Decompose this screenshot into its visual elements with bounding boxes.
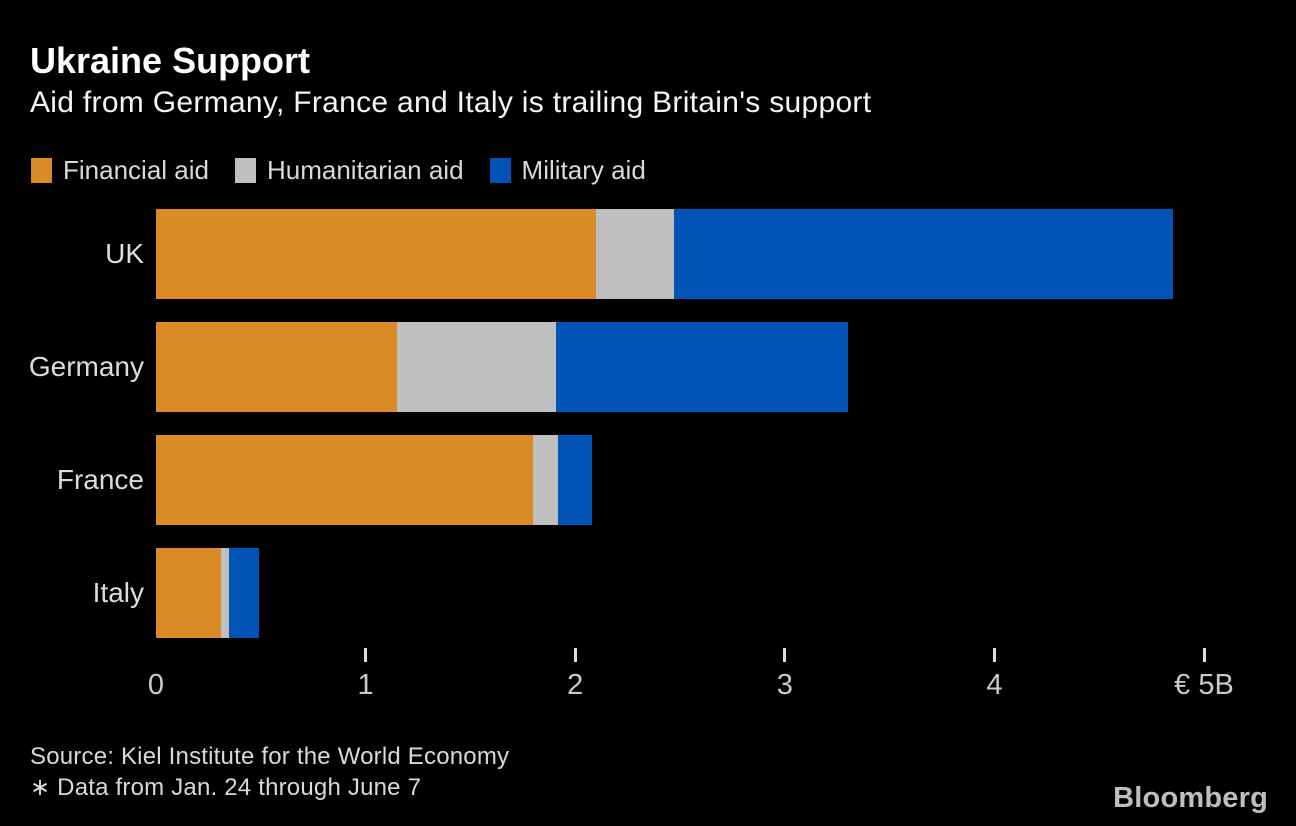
category-label-germany: Germany [28,351,144,382]
legend-item-0: Financial aid [31,155,209,186]
bar-segment-italy-financial-aid [156,548,221,638]
x-axis-tick-3 [783,648,787,662]
legend-swatch-icon [489,158,511,183]
bar-segment-italy-military-aid [229,548,259,638]
legend-item-2: Military aid [489,155,646,186]
category-label-france: France [56,464,144,495]
x-axis-label-4: 4 [986,669,1003,701]
legend-item-1: Humanitarian aid [234,155,464,186]
bar-segment-germany-military-aid [556,322,848,412]
plot-area: UK Germany France Italy 0 1 2 3 4 € 5B [29,209,1234,719]
bar-segment-uk-military-aid [673,209,1173,299]
bar-segment-uk-financial-aid [156,209,597,299]
bloomberg-logo: Bloomberg [1113,782,1268,814]
bar-row-italy: Italy [93,548,1204,638]
bar-row-uk: UK [105,209,1204,299]
bar-segment-uk-humanitarian-aid [596,209,674,299]
chart-legend: Financial aid Humanitarian aid Military ai… [31,155,672,186]
x-axis-label-5: € 5B [1174,669,1234,701]
bar-segment-germany-financial-aid [156,322,398,412]
bar-segment-france-military-aid [558,435,592,525]
x-axis-label-2: 2 [567,669,584,701]
x-axis-label-3: 3 [776,669,793,701]
x-axis-tick-5 [1202,648,1206,662]
legend-label: Humanitarian aid [266,155,464,185]
legend-label: Financial aid [63,155,209,185]
bar-segment-france-financial-aid [156,435,534,525]
x-axis-label-1: 1 [357,669,374,701]
source-text: Source: Kiel Institute for the World Eco… [30,743,510,770]
x-axis-tick-4 [992,648,996,662]
legend-label: Military aid [521,155,646,185]
bar-row-germany: Germany [29,322,1204,412]
x-axis-tick-1 [364,648,368,662]
bar-row-france: France [57,435,1204,525]
bar-segment-france-humanitarian-aid [533,435,559,525]
bar-segment-germany-humanitarian-aid [397,322,557,412]
x-axis-label-0: 0 [147,669,165,701]
bar-segment-italy-humanitarian-aid [220,548,230,638]
footnote-text: ∗ Data from Jan. 24 through June 7 [30,774,422,801]
chart-subtitle: Aid from Germany, France and Italy is tr… [30,86,872,119]
legend-swatch-icon [234,158,256,183]
chart-title: Ukraine Support [30,40,311,81]
legend-swatch-icon [31,158,52,183]
category-label-uk: UK [105,238,144,269]
x-axis-tick-2 [573,648,577,662]
category-label-italy: Italy [92,577,144,608]
